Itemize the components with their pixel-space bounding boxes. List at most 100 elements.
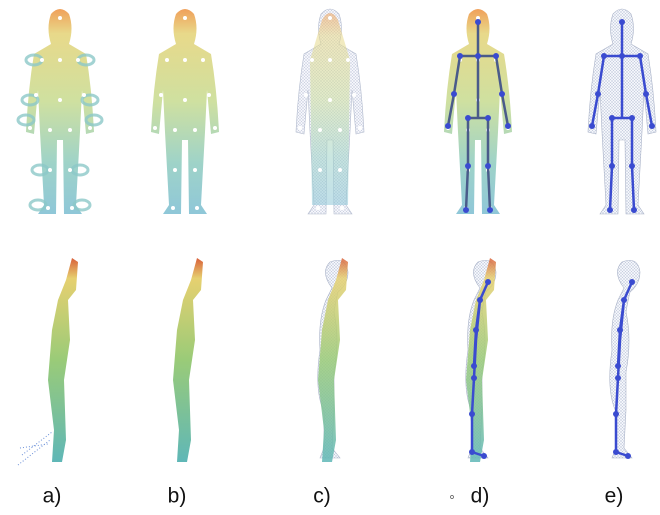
front-silhouette	[26, 9, 94, 214]
landmark	[171, 206, 175, 210]
landmark	[58, 16, 62, 20]
landmark	[173, 128, 177, 132]
bones	[448, 22, 508, 210]
front-body	[588, 9, 656, 214]
front-body	[444, 9, 512, 214]
landmark	[207, 93, 211, 97]
landmark	[358, 126, 362, 130]
side-scan	[318, 258, 348, 462]
joint	[613, 411, 619, 417]
joint	[601, 53, 607, 59]
landmark	[70, 206, 74, 210]
landmark	[193, 168, 197, 172]
joint	[629, 163, 635, 169]
side-body	[173, 258, 203, 462]
landmark	[153, 126, 157, 130]
landmark	[340, 206, 344, 210]
joint	[631, 207, 637, 213]
landmark	[304, 93, 308, 97]
side-scan	[48, 258, 78, 462]
landmark	[159, 93, 163, 97]
joint	[643, 91, 649, 97]
landmark	[298, 126, 302, 130]
landmark	[58, 58, 62, 62]
panel-label: c)	[313, 485, 331, 508]
joint	[471, 375, 477, 381]
side-body	[610, 260, 640, 459]
joint	[451, 91, 457, 97]
landmark	[68, 128, 72, 132]
landmark	[193, 128, 197, 132]
landmark	[328, 16, 332, 20]
landmark	[183, 98, 187, 102]
joint	[485, 279, 491, 285]
side-body	[318, 258, 348, 462]
joint	[625, 453, 631, 459]
side-mesh	[610, 260, 640, 458]
joint	[473, 327, 479, 333]
joint	[499, 91, 505, 97]
landmark	[318, 128, 322, 132]
panel-labels: a)b)c)d)e)	[43, 485, 624, 508]
landmark	[318, 168, 322, 172]
landmark	[183, 16, 187, 20]
joint	[485, 163, 491, 169]
landmark	[82, 93, 86, 97]
joint	[471, 363, 477, 369]
joint	[457, 53, 463, 59]
landmark	[165, 58, 169, 62]
joint	[465, 115, 471, 121]
figure: a)b)c)d)e)	[0, 0, 660, 515]
joint	[629, 115, 635, 121]
landmark	[328, 98, 332, 102]
panel-label: b)	[168, 485, 187, 508]
side-body	[466, 258, 496, 462]
joint	[485, 115, 491, 121]
skeleton	[448, 22, 508, 210]
joint	[589, 123, 595, 129]
landmark	[34, 93, 38, 97]
joint	[621, 297, 627, 303]
joint	[463, 207, 469, 213]
panel-label: d)	[471, 485, 490, 508]
joint	[617, 327, 623, 333]
landmark	[183, 58, 187, 62]
landmark	[195, 206, 199, 210]
landmark	[48, 168, 52, 172]
joint	[609, 115, 615, 121]
scan-noise	[74, 200, 90, 210]
front-silhouette	[151, 9, 219, 214]
joint	[475, 53, 481, 59]
landmark	[40, 58, 44, 62]
landmark	[328, 58, 332, 62]
panel-label: a)	[43, 485, 62, 508]
joint	[619, 19, 625, 25]
landmark	[346, 58, 350, 62]
joint	[469, 411, 475, 417]
landmark	[201, 58, 205, 62]
landmark	[48, 128, 52, 132]
landmark	[88, 126, 92, 130]
scan-overlay	[310, 13, 350, 205]
landmark	[352, 93, 356, 97]
landmark	[46, 206, 50, 210]
scan-noise	[18, 432, 52, 465]
joint	[615, 375, 621, 381]
joint	[481, 453, 487, 459]
joint	[477, 297, 483, 303]
joint	[629, 279, 635, 285]
joint	[465, 163, 471, 169]
landmark	[316, 206, 320, 210]
joint	[505, 123, 511, 129]
landmark	[310, 58, 314, 62]
landmark	[173, 168, 177, 172]
landmark	[76, 58, 80, 62]
joint	[609, 163, 615, 169]
joint	[493, 53, 499, 59]
landmark	[213, 126, 217, 130]
joint	[619, 53, 625, 59]
joint	[607, 207, 613, 213]
side-scan	[173, 258, 203, 462]
joint	[487, 207, 493, 213]
landmark	[338, 128, 342, 132]
